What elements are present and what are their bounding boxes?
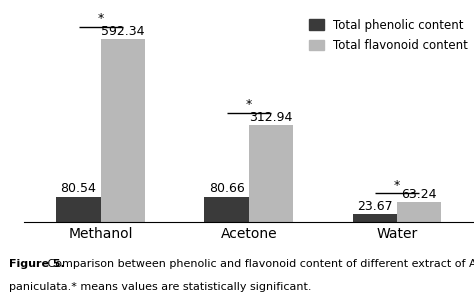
Text: paniculata.* means values are statistically significant.: paniculata.* means values are statistica… (9, 282, 312, 292)
Text: 312.94: 312.94 (249, 111, 293, 124)
Bar (353, 214, 397, 222)
Legend: Total phenolic content, Total flavonoid content: Total phenolic content, Total flavonoid … (305, 14, 473, 57)
Text: *: * (98, 12, 104, 25)
Text: *: * (246, 98, 252, 111)
Bar (204, 197, 249, 222)
Text: Comparison between phenolic and flavonoid content of different extract of Androg: Comparison between phenolic and flavonoi… (44, 259, 474, 269)
Bar (56, 197, 100, 222)
Bar (249, 125, 293, 222)
Bar (100, 39, 145, 222)
Text: 592.34: 592.34 (101, 25, 145, 38)
Text: 23.67: 23.67 (357, 200, 392, 213)
Text: *: * (394, 179, 400, 192)
Text: 80.66: 80.66 (209, 182, 245, 195)
Bar (397, 202, 441, 222)
Text: 80.54: 80.54 (61, 182, 96, 195)
Text: Figure 5.: Figure 5. (9, 259, 65, 269)
Text: 63.24: 63.24 (401, 188, 437, 201)
